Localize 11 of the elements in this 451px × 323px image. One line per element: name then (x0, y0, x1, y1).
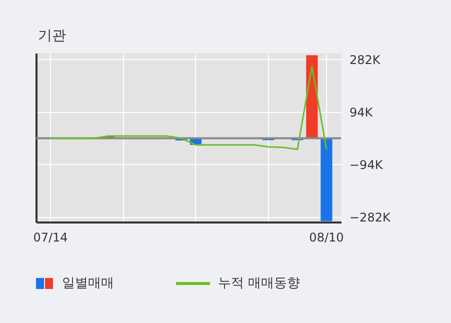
y-tick-label: 94K (350, 105, 374, 120)
y-tick-label: 282K (350, 52, 382, 67)
x-tick-label: 07/14 (33, 230, 68, 244)
legend-label: 일별매매 (62, 275, 114, 292)
x-tick-label: 08/10 (309, 230, 344, 244)
chart-title: 기관 (38, 27, 66, 45)
bar (320, 138, 332, 222)
y-tick-label: −282K (350, 210, 392, 224)
legend-label: 누적 매매동향 (218, 275, 300, 292)
line-series (50, 66, 328, 150)
y-tick-label: −94K (350, 158, 384, 172)
